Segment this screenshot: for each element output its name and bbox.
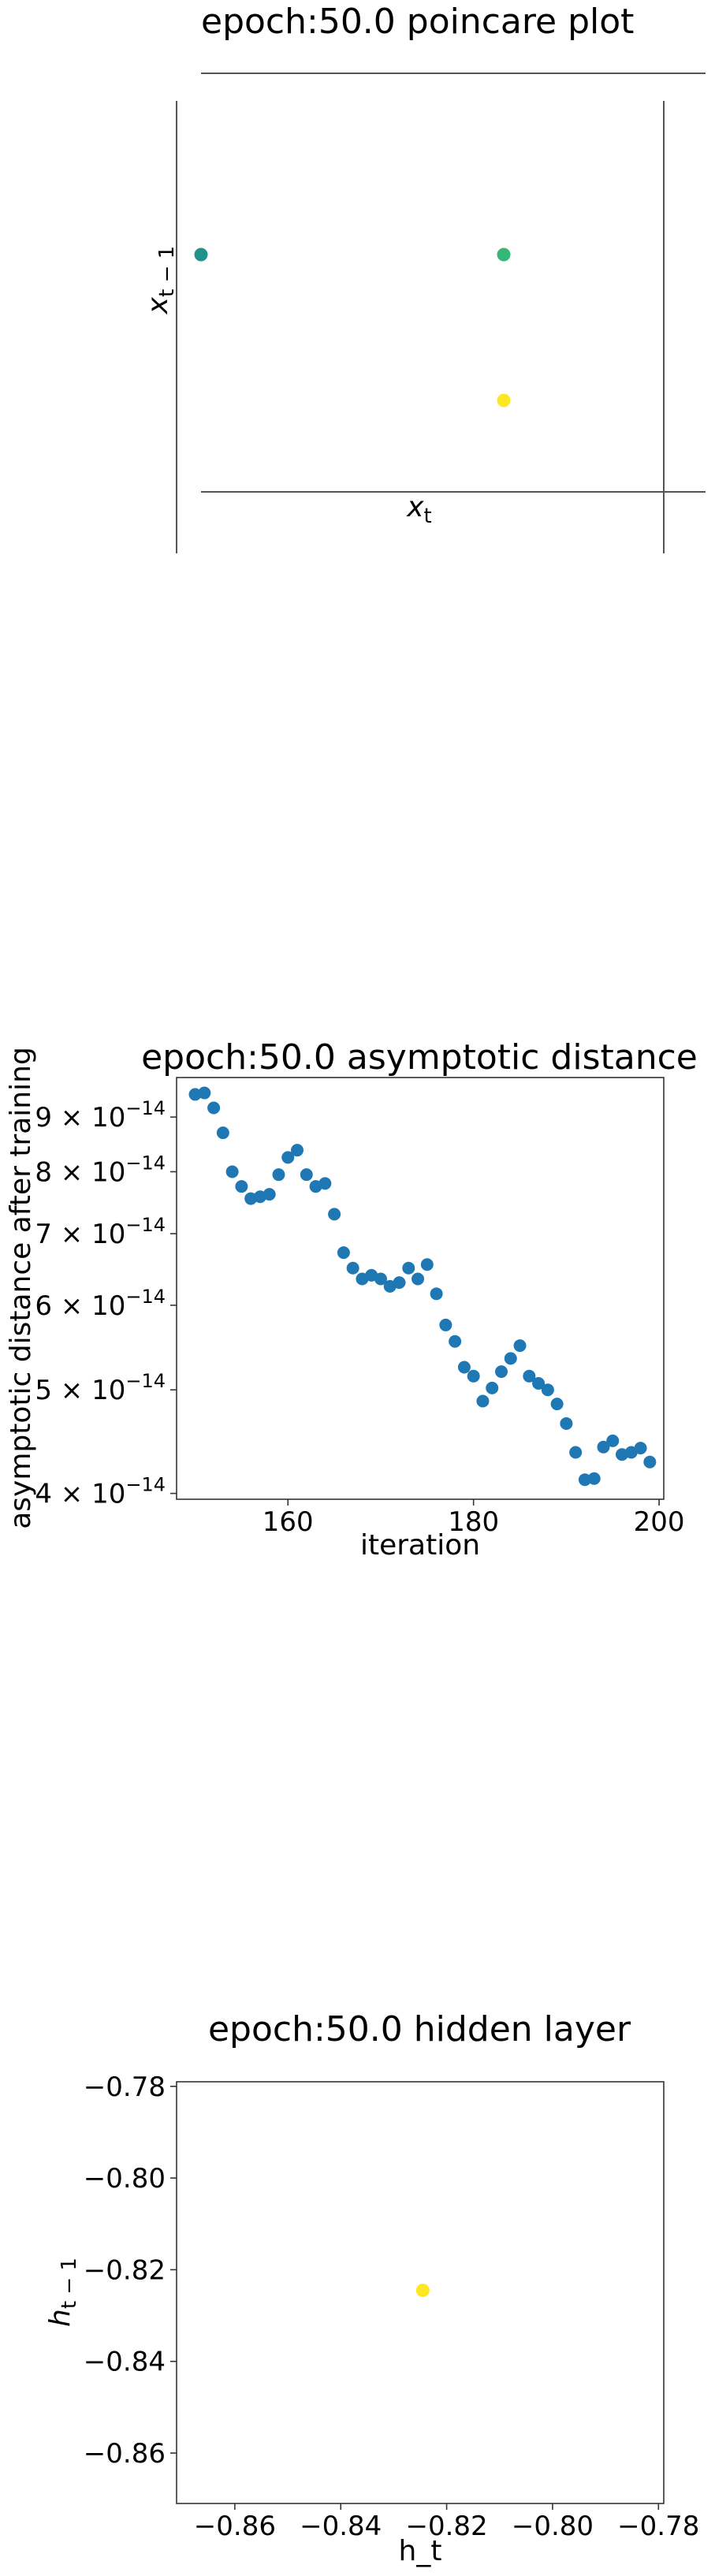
asym-point-32 <box>486 1381 499 1394</box>
asymptotic-distance-chart: epoch:50.0 asymptotic distance 160 180 200… <box>5 1037 698 1562</box>
poincare-title: epoch:50.0 poincare plot <box>201 2 634 42</box>
asym-point-24 <box>411 1272 425 1286</box>
asym-point-48 <box>634 1442 647 1455</box>
hidden-ytick-label-0: −0.78 <box>84 2072 166 2103</box>
asym-point-12 <box>300 1168 313 1182</box>
asym-point-43 <box>587 1472 601 1485</box>
hidden-ytick-label-2: −0.82 <box>84 2254 166 2286</box>
asym-point-11 <box>291 1144 304 1157</box>
hidden-plot-frame <box>176 2081 665 2504</box>
asym-point-31 <box>476 1394 490 1408</box>
asym-point-26 <box>430 1287 443 1301</box>
asym-point-34 <box>504 1352 517 1365</box>
hidden-point-0 <box>415 2284 430 2298</box>
asym-point-33 <box>495 1365 508 1379</box>
asym-point-4 <box>225 1165 239 1178</box>
asymptotic-title: epoch:50.0 asymptotic distance <box>141 1037 698 1078</box>
asym-point-14 <box>318 1177 332 1190</box>
asym-point-27 <box>439 1318 452 1331</box>
poincare-xlabel: xt <box>406 491 432 528</box>
asym-point-1 <box>198 1086 211 1100</box>
asym-point-10 <box>281 1151 295 1164</box>
asymptotic-points <box>188 1086 657 1487</box>
asym-ytick-label-2: 7 × 10−14 <box>35 1214 166 1250</box>
asym-ytick-label-3: 6 × 10−14 <box>35 1286 166 1322</box>
hidden-xtick-label-0: −0.86 <box>194 2511 276 2542</box>
asym-point-17 <box>346 1261 359 1275</box>
asym-ytick-label-5: 4 × 10−14 <box>35 1474 166 1510</box>
asym-point-25 <box>420 1258 434 1271</box>
poincare-point-2 <box>497 393 511 408</box>
poincare-plot: epoch:50.0 poincare plot xt xt − 1 <box>142 2 706 553</box>
hidden-xlabel: h_t <box>399 2535 442 2567</box>
poincare-point-1 <box>497 248 511 262</box>
asym-point-45 <box>606 1434 620 1447</box>
asym-point-5 <box>235 1180 248 1193</box>
asym-point-49 <box>643 1455 657 1469</box>
asym-point-9 <box>272 1168 285 1182</box>
asym-point-29 <box>457 1361 471 1374</box>
asym-ytick-label-4: 5 × 10−14 <box>35 1370 166 1406</box>
hidden-ytick-label-4: −0.86 <box>84 2438 166 2470</box>
asym-point-2 <box>207 1101 221 1115</box>
asym-point-38 <box>541 1383 554 1397</box>
hidden-xtick-label-2: −0.82 <box>405 2511 487 2542</box>
asym-point-3 <box>216 1126 229 1140</box>
asym-point-36 <box>523 1369 536 1383</box>
asymptotic-ylabel: asymptotic distance after training <box>5 1047 37 1529</box>
asymptotic-plot-frame <box>176 1077 665 1500</box>
asym-ytick-label-1: 8 × 10−14 <box>35 1152 166 1188</box>
asymptotic-ticks: 160 180 200 9 × 10−14 8 × 10−14 7 × 10−14 6 × … <box>35 1097 684 1538</box>
asym-xtick-label-1: 180 <box>448 1506 499 1538</box>
hidden-layer-chart: epoch:50.0 hidden layer −0.86 −0.84 −0.82−… <box>44 2009 699 2567</box>
asym-point-8 <box>263 1188 276 1201</box>
hidden-xtick-label-3: −0.80 <box>512 2511 594 2542</box>
poincare-point-0 <box>194 248 208 262</box>
asym-point-28 <box>449 1335 462 1348</box>
poincare-ylabel: xt − 1 <box>142 246 179 315</box>
hidden-ytick-label-1: −0.80 <box>84 2163 166 2194</box>
asym-point-30 <box>467 1369 480 1383</box>
asym-point-16 <box>337 1246 350 1260</box>
asym-point-35 <box>513 1339 527 1353</box>
hidden-ytick-label-3: −0.84 <box>84 2347 166 2378</box>
hidden-points <box>415 2284 430 2298</box>
asym-xtick-label-2: 200 <box>634 1506 685 1538</box>
asym-point-41 <box>569 1446 583 1459</box>
hidden-ylabel: ht − 1 <box>44 2258 81 2327</box>
asym-point-23 <box>402 1261 415 1275</box>
asym-point-44 <box>597 1440 610 1454</box>
asym-point-37 <box>532 1377 546 1390</box>
poincare-points <box>194 248 511 408</box>
asym-point-20 <box>374 1272 387 1286</box>
hidden-ticks: −0.86 −0.84 −0.82 −0.80 −0.78 −0.78 −0.80 −0.82… <box>84 2072 700 2542</box>
asym-point-42 <box>578 1473 591 1487</box>
asym-point-39 <box>550 1398 564 1411</box>
asym-point-22 <box>393 1276 406 1290</box>
asym-point-40 <box>560 1416 573 1430</box>
asymptotic-xlabel: iteration <box>360 1529 480 1562</box>
asym-point-15 <box>328 1208 341 1221</box>
asym-point-0 <box>188 1088 202 1101</box>
hidden-xtick-label-4: −0.78 <box>617 2511 699 2542</box>
hidden-title: epoch:50.0 hidden layer <box>208 2009 631 2049</box>
asym-xtick-label-0: 160 <box>263 1506 314 1538</box>
hidden-xtick-label-1: −0.84 <box>300 2511 382 2542</box>
asym-ytick-label-0: 9 × 10−14 <box>35 1097 166 1134</box>
